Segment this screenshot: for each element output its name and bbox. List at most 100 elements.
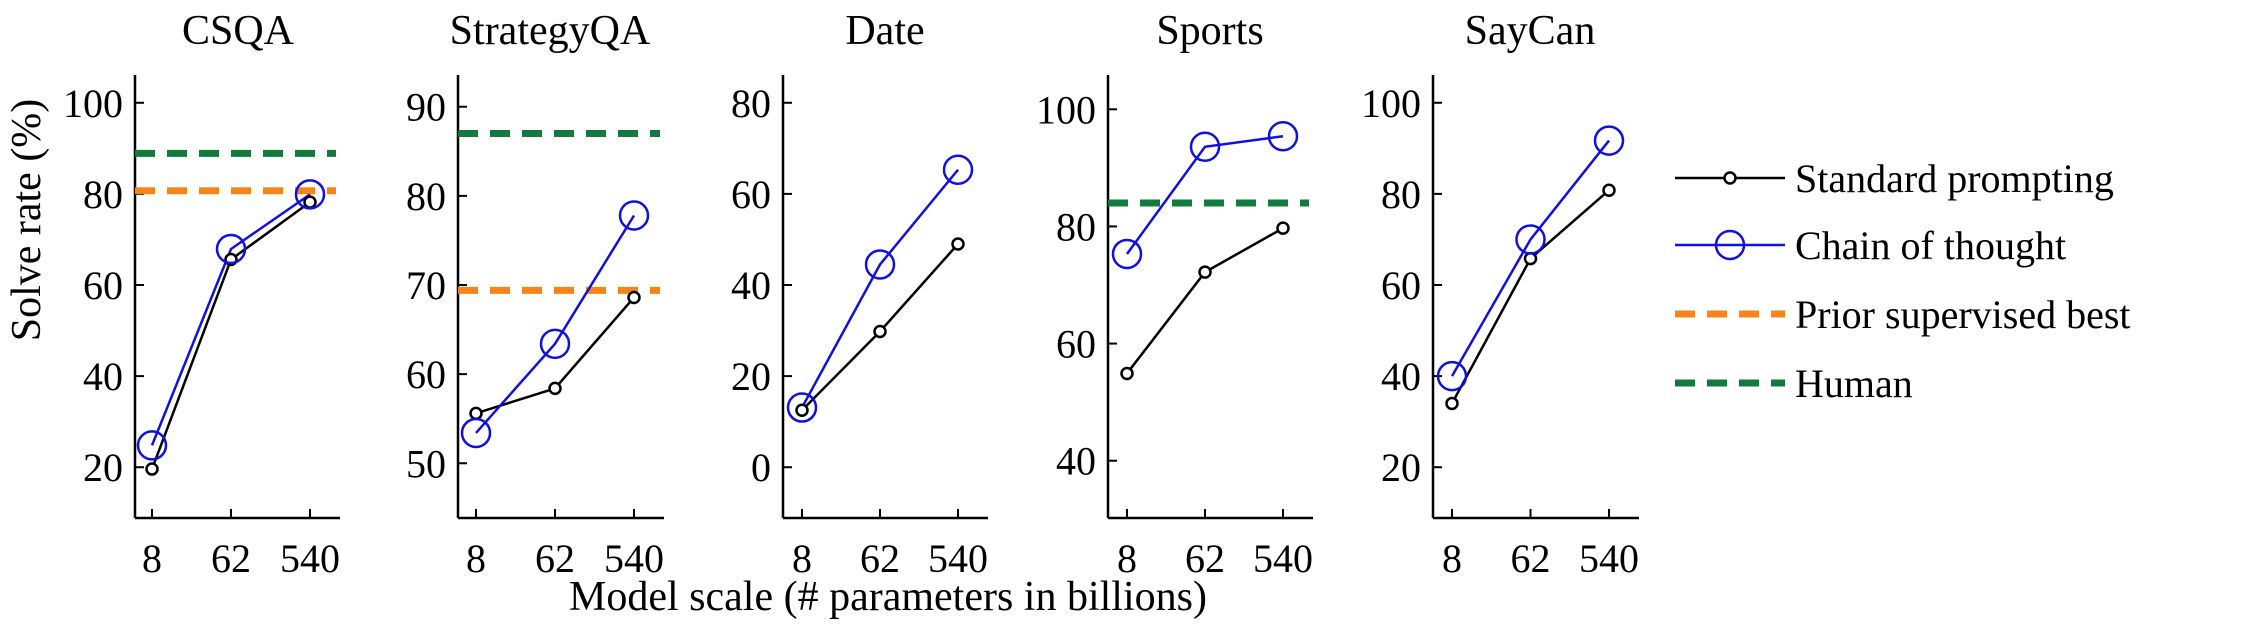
y-tick-label: 80	[1381, 172, 1421, 217]
y-tick-label: 40	[731, 263, 771, 308]
point-cot	[1267, 120, 1299, 152]
panel-sports: Sports 40 60 80 100 8 62 540	[1036, 8, 1313, 581]
panel-title: Date	[845, 8, 924, 54]
point-cot	[786, 392, 818, 423]
point-cot	[215, 233, 247, 265]
point-cot	[942, 154, 974, 185]
point-cot	[864, 249, 896, 280]
panel-saycan: SayCan 20 40 60 80 100 8 62 540	[1361, 8, 1639, 581]
point-cot	[1189, 131, 1221, 163]
x-tick-label: 8	[1117, 536, 1137, 581]
x-tick-label: 62	[535, 536, 575, 581]
x-tick-label: 8	[142, 536, 162, 581]
point-standard	[1198, 265, 1212, 279]
legend-item-prior: Prior supervised best	[1675, 292, 2131, 337]
panel-csqa: CSQA 20 40 60 80 100 8 62 540	[63, 8, 340, 581]
y-tick-label: 80	[731, 81, 771, 126]
x-tick-label: 540	[280, 536, 340, 581]
y-tick-label: 70	[406, 263, 446, 308]
y-tick-label: 60	[1381, 263, 1421, 308]
series-line-standard	[1126, 227, 1284, 375]
point-cot	[294, 179, 326, 210]
x-tick-label: 540	[928, 536, 988, 581]
x-tick-label: 8	[466, 536, 486, 581]
y-tick-label: 100	[1036, 87, 1096, 132]
point-standard	[1445, 396, 1459, 411]
y-tick-label: 80	[83, 172, 123, 217]
x-tick-label: 62	[860, 536, 900, 581]
x-tick-label: 540	[1579, 536, 1639, 581]
panel-title: CSQA	[182, 8, 295, 54]
point-standard	[1120, 366, 1134, 381]
y-tick-label: 50	[406, 441, 446, 486]
x-tick-label: 540	[604, 536, 664, 581]
legend-label-human: Human	[1795, 361, 1913, 406]
point-standard	[873, 324, 887, 339]
y-tick-label: 20	[731, 354, 771, 399]
point-cot	[460, 417, 492, 449]
y-tick-label: 80	[1056, 204, 1096, 249]
series-line-standard	[150, 201, 311, 470]
x-tick-label: 8	[1442, 536, 1462, 581]
series-line-cot	[800, 168, 959, 409]
x-axis-label: Model scale (# parameters in billions)	[569, 574, 1207, 620]
legend: Standard prompting Chain of thought Prio…	[1675, 156, 2131, 406]
point-cot	[1515, 224, 1546, 255]
panel-strategyqa: StrategyQA 50 60 70 80 90 8 62 540	[406, 8, 664, 581]
x-tick-label: 62	[211, 536, 251, 581]
panel-title: Sports	[1156, 8, 1263, 54]
point-standard	[145, 462, 159, 476]
point-cot	[1593, 125, 1625, 156]
series-line-standard	[1450, 189, 1610, 405]
point-standard	[951, 237, 965, 251]
y-tick-label: 80	[406, 174, 446, 219]
legend-label-standard: Standard prompting	[1795, 156, 2114, 201]
y-tick-label: 40	[1056, 439, 1096, 484]
y-tick-label: 0	[751, 445, 771, 490]
point-cot	[1436, 360, 1468, 392]
series-line-cot	[150, 193, 311, 446]
legend-label-prior: Prior supervised best	[1795, 292, 2131, 337]
point-standard	[548, 381, 562, 396]
y-tick-label: 100	[1361, 81, 1421, 126]
panel-title: SayCan	[1465, 8, 1596, 54]
point-cot	[539, 328, 571, 360]
x-tick-label: 62	[1185, 536, 1225, 581]
point-standard	[1523, 251, 1538, 266]
point-standard	[627, 290, 641, 305]
x-tick-label: 540	[1253, 536, 1313, 581]
series-line-standard	[475, 296, 635, 415]
panel-title: StrategyQA	[450, 8, 651, 54]
point-standard	[1276, 221, 1290, 235]
x-tick-label: 8	[792, 536, 812, 581]
point-standard	[795, 403, 809, 418]
point-cot	[1111, 238, 1143, 270]
y-tick-label: 20	[1381, 445, 1421, 490]
y-tick-label: 40	[83, 354, 123, 399]
legend-item-cot: Chain of thought	[1675, 223, 2066, 268]
y-tick-label: 60	[731, 172, 771, 217]
point-cot	[136, 430, 168, 461]
legend-label-cot: Chain of thought	[1795, 223, 2066, 268]
legend-item-human: Human	[1675, 361, 1913, 406]
series-line-cot	[1450, 139, 1610, 377]
panel-date: Date 0 20 40 60 80 8 62 540	[731, 8, 988, 581]
legend-item-standard: Standard prompting	[1675, 156, 2114, 201]
point-standard	[1602, 183, 1616, 197]
y-tick-label: 20	[83, 445, 123, 490]
x-tick-label: 62	[1511, 536, 1551, 581]
series-line-cot	[475, 214, 636, 434]
point-cot	[618, 200, 650, 231]
y-axis-label: Solve rate (%)	[4, 99, 50, 342]
point-standard	[469, 406, 483, 421]
y-tick-label: 40	[1381, 354, 1421, 399]
legend-marker-cot	[1714, 229, 1746, 261]
y-tick-label: 100	[63, 81, 123, 126]
y-tick-label: 60	[406, 352, 446, 397]
legend-marker-standard	[1723, 171, 1737, 185]
y-tick-label: 60	[83, 263, 123, 308]
point-standard	[303, 195, 317, 209]
